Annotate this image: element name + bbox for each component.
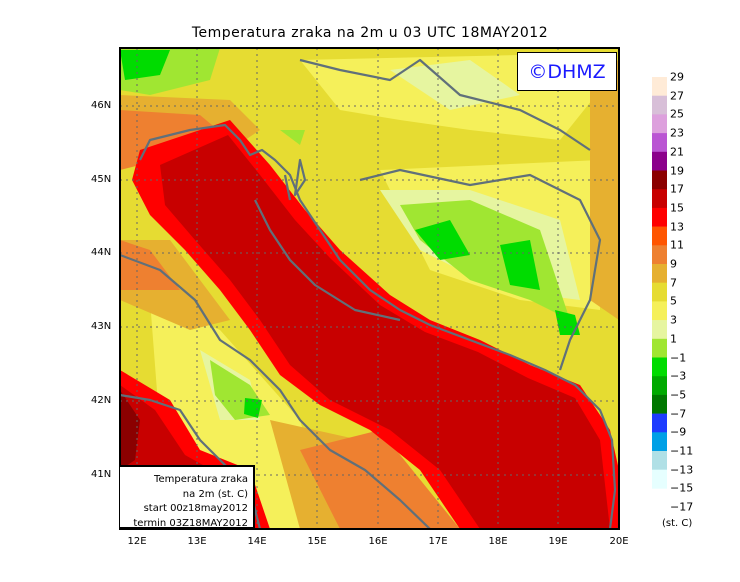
legend-swatch: [652, 469, 667, 489]
dhmz-logo: ©DHMZ: [517, 52, 617, 91]
legend-label: 9: [670, 257, 677, 271]
legend-label: 15: [670, 201, 684, 215]
legend-swatch: [652, 114, 667, 134]
legend-swatch: [652, 245, 667, 265]
legend-swatch: [652, 207, 667, 227]
info-line: na 2m (st. C): [182, 488, 248, 500]
field-light-green: [120, 48, 570, 420]
legend-swatch: [652, 189, 667, 209]
legend-label: −5: [670, 388, 687, 402]
legend-label: 19: [670, 164, 684, 177]
legend-label: −7: [670, 407, 687, 421]
grid-lines: [120, 48, 619, 529]
coastlines-borders: [120, 58, 617, 529]
lon-tick: 14E: [247, 536, 267, 547]
legend-label: −17: [670, 500, 694, 514]
legend-swatch: [652, 170, 667, 190]
legend-swatch: [652, 413, 667, 433]
legend-swatch: [652, 320, 667, 340]
legend-label: −1: [670, 351, 687, 364]
legend-swatch: [652, 451, 667, 470]
legend-swatch: [652, 432, 667, 452]
legend-label: −9: [670, 425, 687, 439]
lon-tick: 15E: [307, 536, 327, 547]
legend-swatch: [652, 394, 667, 414]
legend-swatch: [652, 264, 667, 283]
map-frame: [119, 47, 620, 530]
legend-label: 17: [670, 182, 684, 196]
lat-tick: 43N: [91, 321, 112, 332]
legend-swatch: [652, 301, 667, 321]
legend-label: 25: [670, 107, 684, 121]
info-line: start 00z18may2012: [143, 503, 248, 514]
lat-tick: 45N: [91, 174, 112, 185]
legend-swatch: [652, 357, 667, 377]
legend-label: 11: [670, 238, 684, 252]
legend-swatch: [652, 77, 667, 96]
legend-label: 7: [670, 276, 677, 290]
lat-tick: 41N: [91, 469, 112, 480]
lon-tick: 17E: [428, 536, 448, 547]
map-title: Temperatura zraka na 2m u 03 UTC 18MAY20…: [191, 25, 549, 41]
color-legend: [652, 77, 667, 489]
lon-tick: 13E: [187, 536, 207, 547]
info-box: Temperatura zraka na 2m (st. C) start 00…: [120, 465, 255, 529]
lat-tick: 44N: [91, 247, 112, 258]
lon-tick: 16E: [368, 536, 388, 547]
legend-label: −15: [670, 481, 694, 495]
lon-tick: 18E: [488, 536, 508, 547]
lat-tick: 46N: [91, 100, 112, 111]
legend-label: −13: [670, 463, 694, 477]
legend-label: −3: [670, 369, 687, 383]
info-line: Temperatura zraka: [154, 474, 248, 485]
legend-swatch: [652, 226, 667, 246]
lon-tick: 20E: [609, 536, 629, 547]
legend-swatch: [652, 133, 667, 153]
legend-label: 3: [670, 313, 677, 327]
field-deep-red: [120, 390, 140, 470]
legend-swatch: [652, 338, 667, 358]
legend-label: 13: [670, 220, 684, 234]
legend-label: 5: [670, 294, 677, 308]
legend-label: 21: [670, 145, 684, 159]
legend-label: 23: [670, 126, 684, 140]
info-line: termin 03Z18MAY2012: [133, 517, 248, 529]
legend-swatch: [652, 95, 667, 115]
legend-swatch: [652, 282, 667, 302]
legend-label: 1: [670, 332, 677, 346]
lon-tick: 19E: [548, 536, 568, 547]
legend-label: 29: [670, 70, 684, 84]
legend-label: 27: [670, 89, 684, 103]
legend-label: −11: [670, 444, 694, 458]
legend-swatch: [652, 376, 667, 396]
field-orange: [120, 60, 619, 529]
legend-unit: (st. C): [662, 518, 693, 529]
legend-swatch: [652, 151, 667, 171]
lon-tick: 12E: [127, 536, 147, 547]
lat-tick: 42N: [91, 395, 112, 406]
